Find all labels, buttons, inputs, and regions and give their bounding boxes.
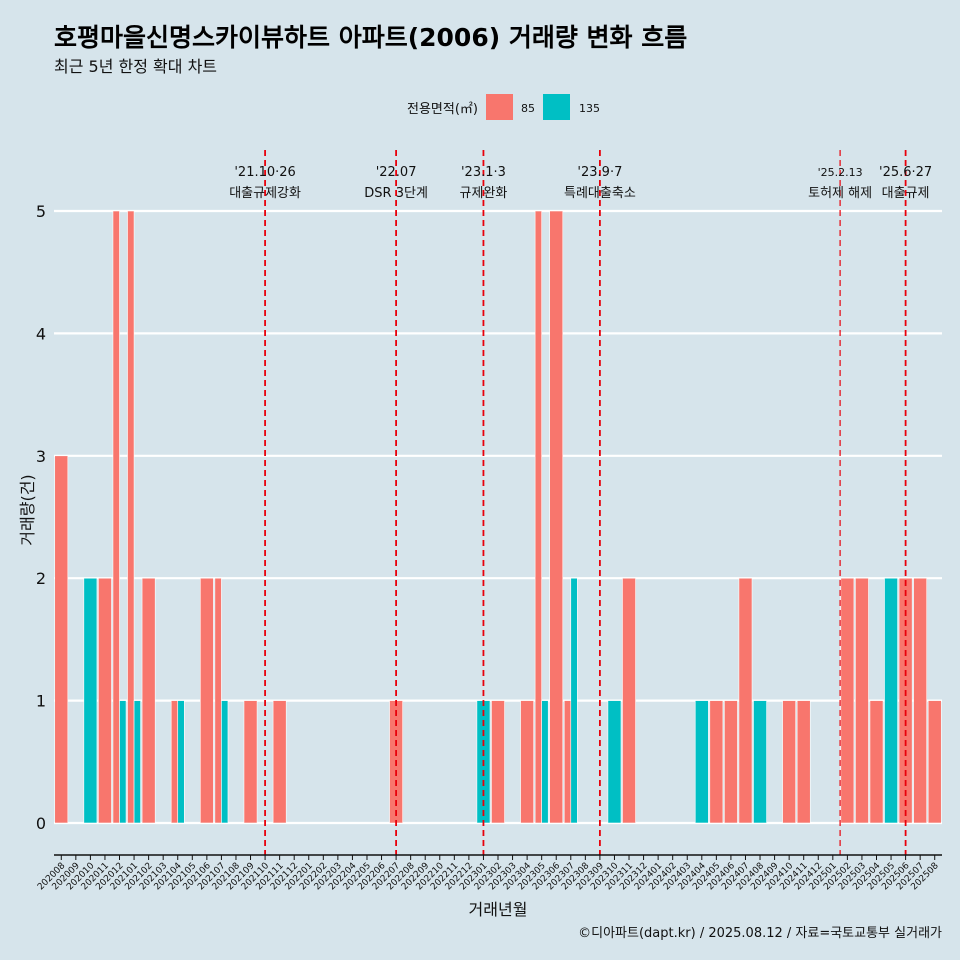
bar-85-202011 (98, 577, 112, 824)
legend-label-135: 135 (579, 102, 600, 115)
bar-85-202307 (563, 700, 572, 824)
y-tick-label: 4 (36, 324, 46, 343)
y-tick-label: 3 (36, 447, 46, 466)
chart-title: 호평마을신명스카이뷰하트 아파트(2006) 거래량 변화 흐름 (54, 23, 688, 52)
event-date-label: '25.2.13 (818, 166, 863, 179)
bar-85-202304 (520, 700, 534, 824)
bar-85-202502 (840, 577, 855, 824)
bar-85-202405 (709, 700, 724, 824)
bar-135-202107 (221, 700, 229, 824)
y-tick-label: 1 (36, 692, 46, 711)
bar-85-202012 (112, 210, 120, 824)
bar-85-202411 (796, 700, 811, 824)
bar-85-202106 (200, 577, 214, 824)
bar-85-202104 (170, 700, 179, 824)
chart-subtitle: 최근 5년 한정 확대 차트 (54, 57, 218, 76)
bar-85-202507 (913, 577, 928, 824)
chart-caption: ©디아파트(dapt.kr) / 2025.08.12 / 자료=국토교통부 실… (578, 926, 942, 941)
bar-85-202008 (54, 455, 69, 824)
event-label: 토허제 해제 (808, 186, 872, 201)
bar-135-202305 (541, 700, 549, 824)
bar-135-202408 (753, 700, 767, 824)
event-label: 규제완화 (460, 186, 508, 201)
bar-85-202111 (272, 700, 287, 824)
bar-135-202101 (133, 700, 141, 824)
legend-swatch-85 (486, 94, 513, 120)
bar-85-202101 (127, 210, 135, 824)
y-tick-label: 5 (36, 202, 46, 221)
bar-85-202109 (243, 700, 258, 824)
event-label: 대출규제강화 (229, 186, 301, 201)
bar-135-202404 (694, 700, 709, 824)
legend-title: 전용면적(㎡) (407, 102, 478, 117)
event-label: DSR 3단계 (364, 186, 428, 201)
bar-85-202306 (549, 210, 564, 824)
bar-135-202307 (570, 577, 578, 824)
event-label: 특례대출축소 (564, 186, 636, 201)
bar-85-202302 (491, 700, 505, 824)
bar-85-202107 (214, 577, 222, 824)
event-date-label: '22.07 (376, 165, 417, 180)
bar-85-202508 (927, 700, 942, 824)
bar-85-202406 (724, 700, 738, 824)
y-tick-label: 2 (36, 569, 46, 588)
bar-85-202305 (534, 210, 542, 824)
legend-label-85: 85 (521, 102, 535, 115)
bar-135-202010 (83, 577, 98, 824)
event-label: 대출규제 (882, 186, 930, 201)
event-date-label: '23.1·3 (461, 165, 506, 180)
bar-85-202102 (141, 577, 156, 824)
bar-135-202310 (607, 700, 622, 824)
bar-85-202504 (869, 700, 884, 824)
bar-85-202503 (855, 577, 869, 824)
x-axis-title: 거래년월 (469, 900, 528, 919)
event-date-label: '23.9·7 (577, 165, 622, 180)
y-tick-label: 0 (36, 814, 46, 833)
bar-135-202505 (884, 577, 898, 824)
legend-swatch-135 (543, 94, 570, 120)
bar-135-202012 (119, 700, 127, 824)
bar-85-202410 (782, 700, 796, 824)
y-axis-title: 거래량(건) (18, 474, 37, 545)
bar-85-202311 (622, 577, 636, 824)
event-date-label: '25.6·27 (879, 165, 932, 180)
event-date-label: '21.10·26 (234, 165, 295, 180)
bar-135-202104 (177, 700, 185, 824)
bar-85-202407 (738, 577, 753, 824)
